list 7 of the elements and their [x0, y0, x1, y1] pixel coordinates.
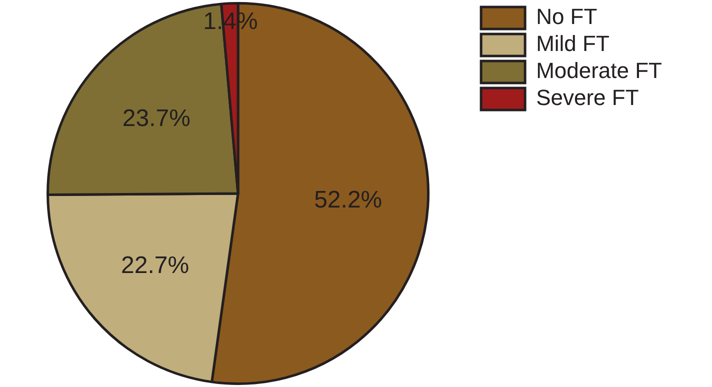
data-label: 52.2% [314, 186, 382, 214]
legend-label: Moderate FT [536, 58, 662, 84]
data-label: 22.7% [121, 252, 190, 279]
legend-label: No FT [536, 4, 598, 30]
legend-label: Mild FT [536, 31, 610, 56]
data-label: 23.7% [122, 104, 190, 132]
legend-label: Severe FT [536, 85, 639, 110]
